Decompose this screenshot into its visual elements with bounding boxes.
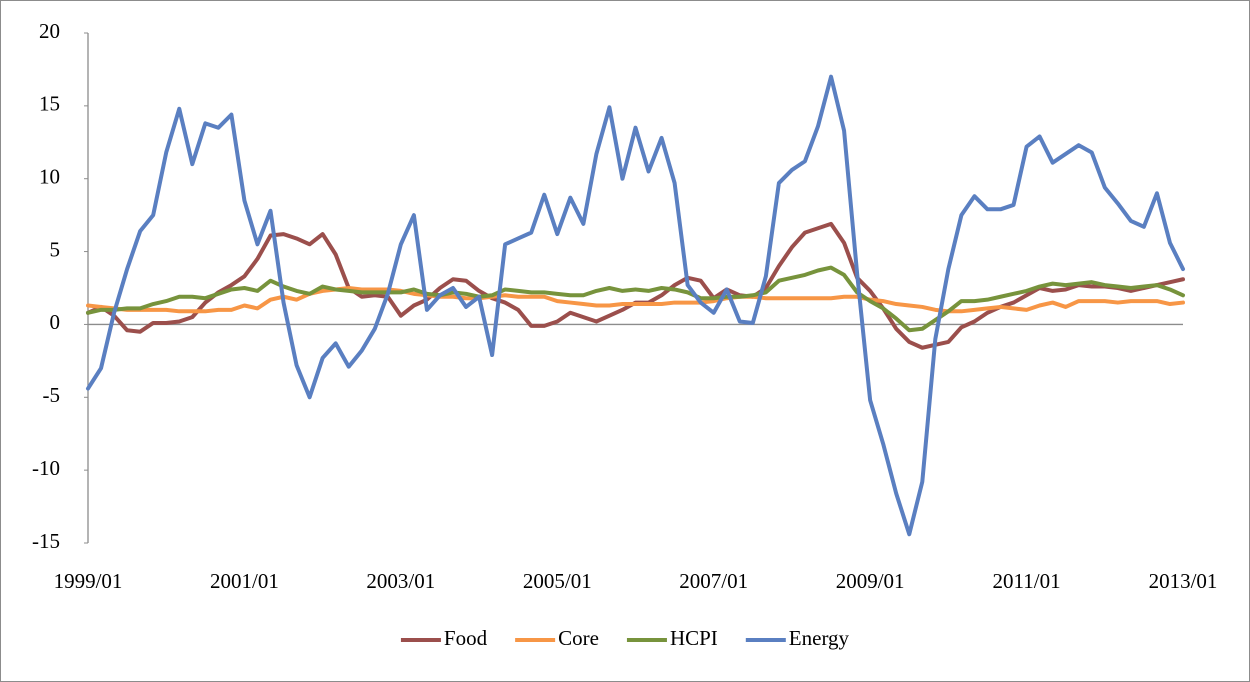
x-tick-label: 2013/01 (1149, 569, 1218, 593)
x-tick-label: 2009/01 (836, 569, 905, 593)
series-line (86, 74, 1185, 537)
legend-label: Food (444, 626, 488, 650)
series-line (86, 286, 1185, 314)
legend-label: Core (558, 626, 599, 650)
y-tick-label: -10 (32, 456, 60, 480)
y-tick-label: -15 (32, 529, 60, 553)
y-tick-label: 20 (39, 19, 60, 43)
y-tick-label: 15 (39, 92, 60, 116)
y-tick-label: -5 (43, 383, 61, 407)
series-line (86, 265, 1185, 333)
y-tick-label: 5 (50, 237, 61, 261)
legend-label: Energy (789, 626, 850, 650)
x-tick-label: 2003/01 (366, 569, 435, 593)
legend-label: HCPI (670, 626, 718, 650)
x-tick-label: 2007/01 (679, 569, 748, 593)
y-tick-label: 0 (50, 310, 61, 334)
x-tick-label: 1999/01 (54, 569, 123, 593)
x-tick-label: 2011/01 (993, 569, 1061, 593)
x-tick-label: 2005/01 (523, 569, 592, 593)
x-tick-label: 2001/01 (210, 569, 279, 593)
y-tick-label: 10 (39, 165, 60, 189)
